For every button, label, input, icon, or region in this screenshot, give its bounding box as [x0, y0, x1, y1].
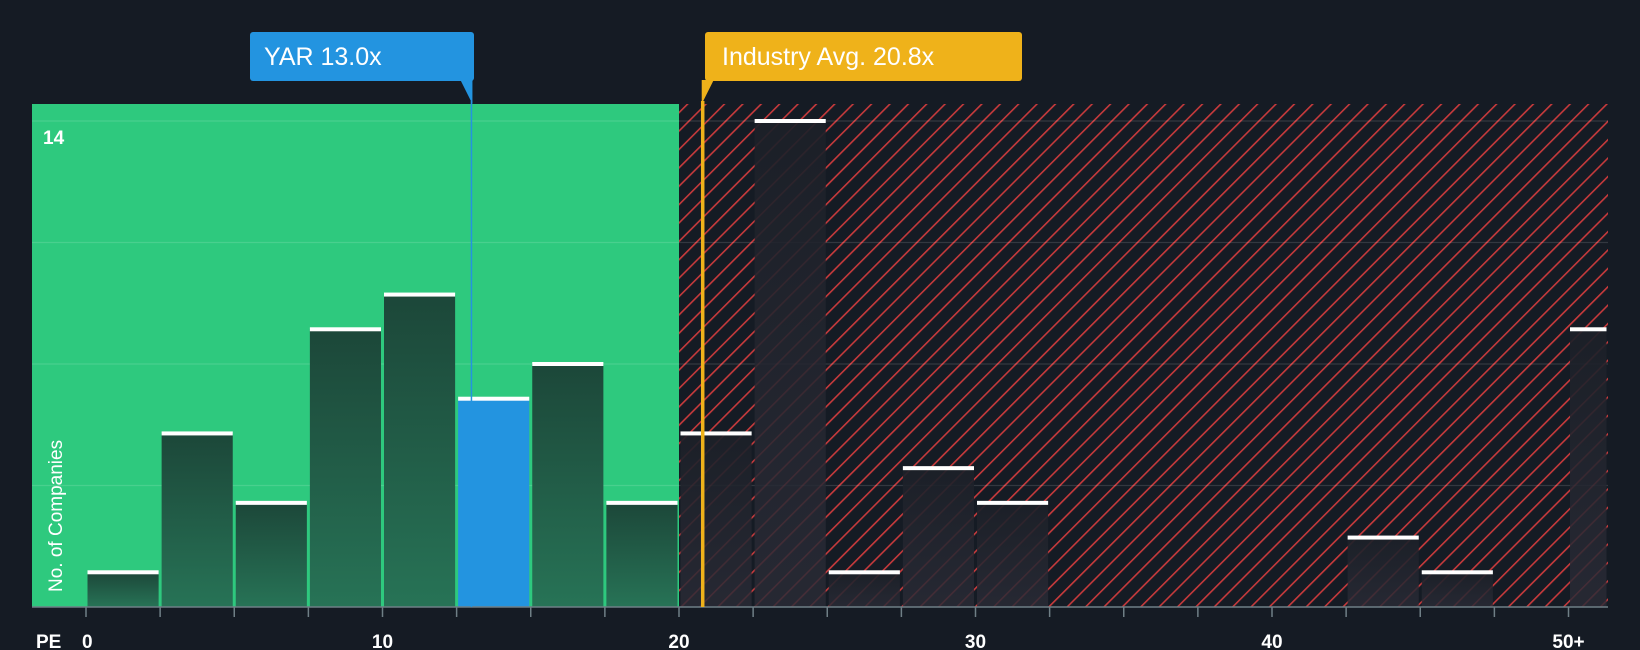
region-above-industry [679, 104, 1608, 607]
histogram-bar-cap [309, 327, 381, 332]
histogram-bar-cap [754, 119, 826, 123]
histogram-bar-cap [532, 362, 604, 366]
histogram-bar [977, 502, 1049, 607]
histogram-bar-cap [87, 570, 159, 575]
histogram-bar-cap [680, 431, 752, 436]
histogram-bar-cap [1347, 535, 1419, 540]
histogram-bar [309, 329, 381, 607]
histogram-bar-cap [977, 500, 1049, 505]
histogram-bar-cap [458, 396, 530, 401]
histogram-bar [680, 433, 752, 607]
company-callout [250, 32, 474, 81]
histogram-bar [902, 468, 974, 607]
histogram-bar [828, 572, 900, 607]
y-max-label: 14 [43, 128, 65, 149]
x-axis-title: PE [36, 632, 61, 650]
histogram-bar [754, 121, 826, 607]
x-tick-label: 10 [372, 632, 393, 650]
histogram-bar-cap [1421, 570, 1493, 575]
histogram-bar [235, 502, 307, 607]
histogram-bar [532, 364, 604, 607]
histogram-bar [1347, 537, 1419, 607]
x-tick-label: 30 [965, 632, 986, 650]
histogram-bar [384, 294, 456, 607]
histogram-bar-cap [384, 292, 456, 297]
x-tick-label: 50+ [1552, 632, 1584, 650]
histogram-bar [1421, 572, 1493, 607]
histogram-bar [1570, 329, 1607, 607]
company-callout-label: YAR 13.0x [264, 43, 382, 71]
industry-average-callout [705, 32, 1022, 81]
histogram-bar-cap [606, 500, 678, 505]
x-tick-label: 20 [668, 632, 689, 650]
histogram-bar-cap [161, 431, 233, 436]
industry-average-callout-label: Industry Avg. 20.8x [722, 43, 935, 71]
histogram-bar [161, 433, 233, 607]
histogram-bar-cap [902, 466, 974, 471]
x-tick-label: 40 [1261, 632, 1282, 650]
histogram-bar-cap [235, 500, 307, 505]
histogram-bar [458, 398, 530, 607]
company-callout-pointer [460, 80, 473, 104]
histogram-bar [87, 572, 159, 607]
y-axis-title: No. of Companies [46, 440, 67, 592]
histogram-bar-cap [1570, 327, 1607, 332]
x-tick-label: 0 [82, 632, 93, 650]
histogram-bar-cap [828, 570, 900, 575]
industry-average-callout-pointer [701, 80, 714, 104]
histogram-bar [606, 502, 678, 607]
